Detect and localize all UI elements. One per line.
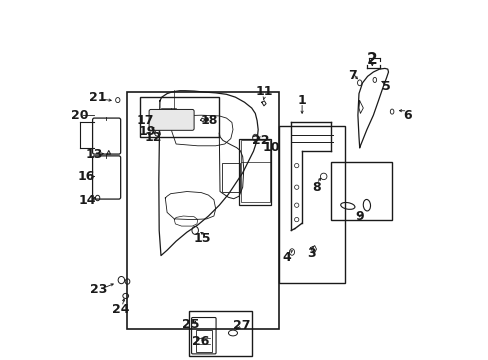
Text: 22: 22 [251, 134, 269, 147]
Text: 18: 18 [200, 114, 218, 127]
FancyBboxPatch shape [149, 109, 194, 130]
Bar [188, 311, 251, 356]
Text: 5: 5 [382, 80, 390, 93]
Text: 14: 14 [78, 194, 95, 207]
Text: 21: 21 [89, 91, 106, 104]
Text: 17: 17 [137, 114, 154, 127]
Text: 23: 23 [90, 283, 107, 296]
Text: 8: 8 [311, 181, 320, 194]
Text: 12: 12 [144, 131, 162, 144]
Text: 2: 2 [366, 52, 377, 67]
Bar [222, 163, 240, 192]
Text: 27: 27 [232, 319, 250, 332]
Bar [241, 140, 269, 202]
Text: 11: 11 [255, 85, 272, 98]
Text: 7: 7 [347, 69, 356, 82]
Text: 9: 9 [355, 210, 363, 222]
Ellipse shape [204, 118, 208, 121]
Text: 26: 26 [191, 335, 209, 348]
Text: 10: 10 [262, 141, 280, 154]
Text: 20: 20 [71, 109, 88, 122]
Text: 6: 6 [403, 109, 411, 122]
Bar [140, 97, 219, 137]
Text: 13: 13 [85, 148, 102, 161]
Text: 19: 19 [138, 125, 156, 138]
Text: 1: 1 [297, 94, 306, 107]
Text: 15: 15 [193, 232, 211, 245]
Bar [330, 162, 391, 220]
Text: 3: 3 [306, 247, 315, 260]
Text: 24: 24 [111, 303, 129, 316]
Bar [278, 126, 345, 283]
Text: 16: 16 [77, 170, 95, 183]
Text: 4: 4 [282, 251, 291, 264]
Bar [196, 330, 211, 352]
Text: 25: 25 [182, 318, 200, 331]
Bar [127, 92, 278, 329]
Bar [239, 139, 271, 205]
